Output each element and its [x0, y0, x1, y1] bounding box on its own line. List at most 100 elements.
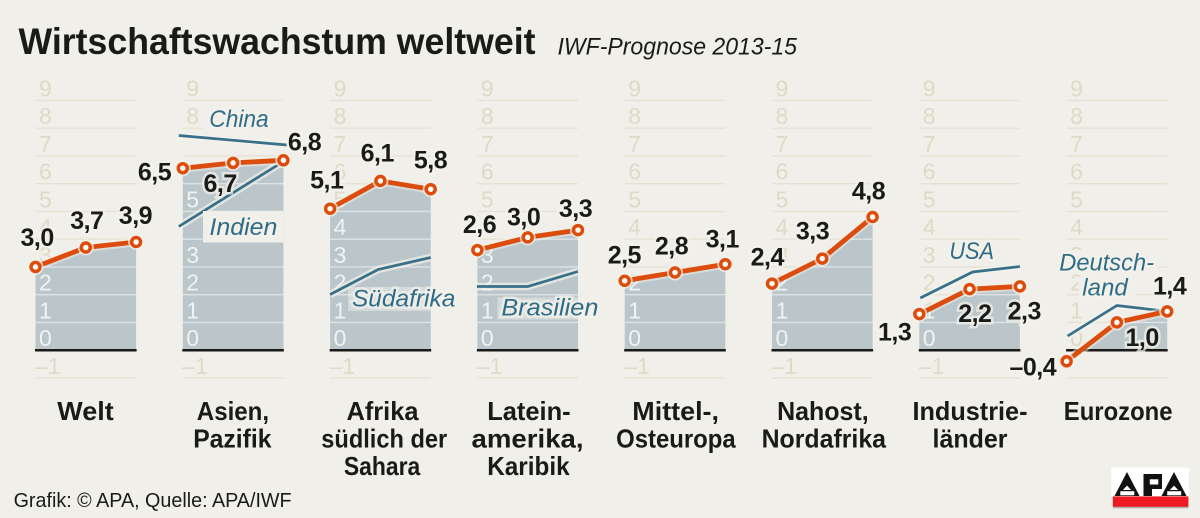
svg-text:IWF-Prognose 2013-15: IWF-Prognose 2013-15 — [558, 34, 798, 61]
svg-text:land: land — [1082, 275, 1128, 302]
svg-text:0: 0 — [628, 325, 641, 351]
svg-text:3,0: 3,0 — [507, 204, 540, 232]
svg-text:9: 9 — [923, 75, 936, 101]
svg-text:1: 1 — [186, 297, 199, 323]
svg-text:2,3: 2,3 — [1008, 298, 1041, 326]
svg-text:Industrie-: Industrie- — [913, 396, 1028, 426]
svg-text:7: 7 — [628, 131, 641, 157]
svg-text:8: 8 — [628, 103, 641, 129]
svg-text:7: 7 — [39, 131, 52, 157]
svg-text:–1: –1 — [624, 353, 650, 379]
svg-text:USA: USA — [949, 238, 994, 265]
svg-text:–1: –1 — [35, 353, 61, 379]
svg-text:2,6: 2,6 — [463, 211, 496, 239]
svg-text:0: 0 — [923, 325, 936, 351]
svg-text:–1: –1 — [330, 353, 356, 379]
svg-text:3: 3 — [186, 242, 199, 268]
svg-text:1: 1 — [334, 297, 347, 323]
svg-text:Asien,: Asien, — [197, 396, 269, 426]
svg-text:1: 1 — [481, 297, 494, 323]
svg-text:2,8: 2,8 — [655, 233, 689, 261]
svg-text:6: 6 — [1070, 159, 1083, 185]
svg-text:5: 5 — [39, 186, 52, 212]
svg-text:9: 9 — [334, 75, 347, 101]
svg-text:Nahost,: Nahost, — [777, 396, 869, 426]
svg-text:1: 1 — [628, 297, 641, 323]
svg-text:6: 6 — [923, 159, 936, 185]
svg-text:3,3: 3,3 — [796, 217, 829, 245]
svg-text:3,9: 3,9 — [119, 202, 152, 230]
svg-text:8: 8 — [923, 103, 936, 129]
svg-text:1: 1 — [1070, 297, 1083, 323]
svg-text:6: 6 — [39, 159, 52, 185]
svg-text:8: 8 — [481, 103, 494, 129]
svg-text:4: 4 — [776, 214, 789, 240]
svg-text:9: 9 — [628, 75, 641, 101]
svg-text:4: 4 — [628, 214, 641, 240]
svg-text:8: 8 — [186, 103, 199, 129]
svg-text:8: 8 — [776, 103, 789, 129]
svg-text:6: 6 — [776, 159, 789, 185]
svg-text:0: 0 — [481, 325, 494, 351]
svg-text:Nordafrika: Nordafrika — [762, 424, 887, 454]
svg-text:7: 7 — [334, 131, 347, 157]
svg-text:2: 2 — [39, 270, 52, 296]
svg-text:1: 1 — [39, 297, 52, 323]
svg-text:–1: –1 — [477, 353, 503, 379]
svg-text:0: 0 — [186, 325, 199, 351]
svg-text:4: 4 — [1070, 214, 1083, 240]
svg-text:6,8: 6,8 — [288, 129, 322, 157]
svg-text:3: 3 — [923, 242, 936, 268]
svg-text:3: 3 — [334, 242, 347, 268]
svg-text:Indien: Indien — [209, 214, 277, 241]
svg-text:–1: –1 — [772, 353, 798, 379]
svg-text:5: 5 — [776, 186, 789, 212]
svg-text:5,8: 5,8 — [414, 147, 448, 175]
svg-text:Afrika: Afrika — [347, 396, 420, 426]
svg-text:3,3: 3,3 — [559, 195, 592, 223]
svg-text:Grafik: © APA, Quelle: APA/IWF: Grafik: © APA, Quelle: APA/IWF — [14, 490, 292, 512]
svg-text:7: 7 — [923, 131, 936, 157]
svg-text:Eurozone: Eurozone — [1064, 396, 1173, 426]
svg-text:1,3: 1,3 — [878, 319, 911, 347]
svg-text:amerika,: amerika, — [472, 424, 584, 454]
svg-text:–1: –1 — [182, 353, 208, 379]
svg-text:9: 9 — [39, 75, 52, 101]
svg-text:6: 6 — [628, 159, 641, 185]
svg-text:–0,4: –0,4 — [1010, 353, 1057, 381]
svg-text:Mittel-,: Mittel-, — [632, 396, 719, 426]
svg-text:Osteuropa: Osteuropa — [616, 424, 736, 454]
svg-text:8: 8 — [1070, 103, 1083, 129]
svg-text:Südafrika: Südafrika — [352, 286, 455, 313]
svg-text:4: 4 — [481, 214, 494, 240]
svg-text:Brasilien: Brasilien — [501, 294, 598, 321]
svg-text:Pazifik: Pazifik — [193, 424, 272, 454]
svg-text:0: 0 — [39, 325, 52, 351]
svg-text:5: 5 — [628, 186, 641, 212]
svg-text:9: 9 — [481, 75, 494, 101]
svg-text:2: 2 — [186, 270, 199, 296]
svg-text:9: 9 — [186, 75, 199, 101]
svg-text:9: 9 — [1070, 75, 1083, 101]
svg-text:Wirtschaftswachstum weltweit: Wirtschaftswachstum weltweit — [19, 20, 536, 62]
svg-text:3,7: 3,7 — [70, 207, 103, 235]
svg-text:4,8: 4,8 — [852, 178, 886, 206]
svg-text:Welt: Welt — [57, 396, 114, 426]
svg-text:6: 6 — [334, 159, 347, 185]
svg-text:5: 5 — [1070, 186, 1083, 212]
svg-text:1,4: 1,4 — [1153, 273, 1187, 301]
svg-text:7: 7 — [481, 131, 494, 157]
svg-text:6: 6 — [481, 159, 494, 185]
svg-text:Karibik: Karibik — [487, 451, 570, 481]
svg-text:5: 5 — [923, 186, 936, 212]
svg-text:länder: länder — [933, 424, 1008, 454]
svg-text:6,7: 6,7 — [204, 170, 237, 198]
svg-text:2,4: 2,4 — [751, 244, 785, 272]
svg-text:–1: –1 — [919, 353, 945, 379]
svg-text:6,1: 6,1 — [361, 140, 395, 168]
svg-text:7: 7 — [776, 131, 789, 157]
svg-text:7: 7 — [1070, 131, 1083, 157]
svg-text:3,0: 3,0 — [21, 224, 54, 252]
svg-text:2,5: 2,5 — [608, 241, 642, 269]
svg-text:2,2: 2,2 — [958, 300, 991, 328]
